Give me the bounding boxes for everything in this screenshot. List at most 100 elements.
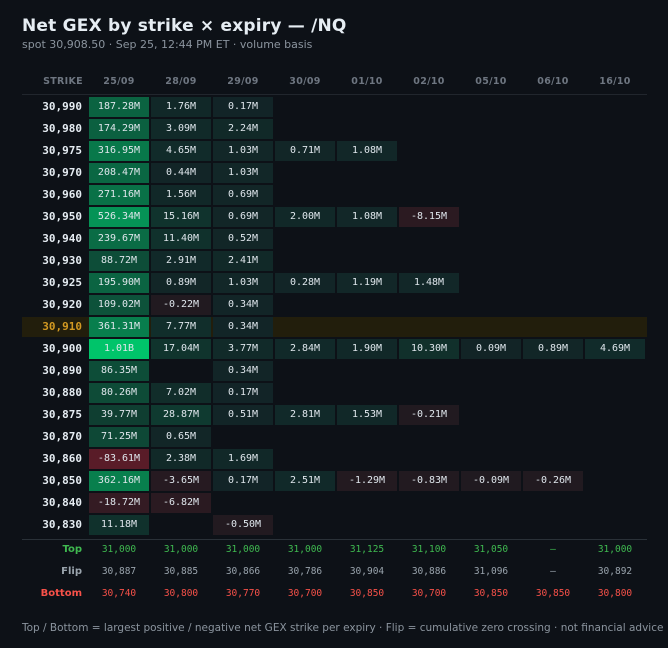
strike-label: 30,960 xyxy=(42,188,82,201)
heatmap-cell[interactable]: -6.82M xyxy=(151,493,211,513)
heatmap-cell[interactable]: 4.69M xyxy=(585,339,645,359)
heatmap-cell[interactable]: -0.83M xyxy=(399,471,459,491)
heatmap-cell[interactable]: 0.34M xyxy=(213,295,273,315)
heatmap-cell[interactable]: 0.89M xyxy=(523,339,583,359)
strike-label: 30,930 xyxy=(42,254,82,267)
heatmap-cell[interactable]: 0.17M xyxy=(213,383,273,403)
heatmap-cell[interactable]: 2.00M xyxy=(275,207,335,227)
heatmap-cell[interactable]: 15.16M xyxy=(151,207,211,227)
heatmap-cell[interactable]: 0.69M xyxy=(213,185,273,205)
heatmap-cell[interactable]: 0.09M xyxy=(461,339,521,359)
heatmap-cell[interactable]: 1.90M xyxy=(337,339,397,359)
heatmap-cell[interactable]: 362.16M xyxy=(89,471,149,491)
summary-value-bottom: 30,850 xyxy=(535,588,571,599)
heatmap-cell[interactable]: 1.48M xyxy=(399,273,459,293)
heatmap-cell[interactable]: 2.24M xyxy=(213,119,273,139)
heatmap-cell[interactable]: 4.65M xyxy=(151,141,211,161)
heatmap-cell[interactable]: 2.91M xyxy=(151,251,211,271)
strike-label: 30,975 xyxy=(42,144,82,157)
heatmap-cell[interactable]: 7.02M xyxy=(151,383,211,403)
summary-value-bottom: 30,700 xyxy=(411,588,447,599)
heatmap-cell[interactable]: 0.34M xyxy=(213,317,273,337)
heatmap-cell[interactable]: 2.41M xyxy=(213,251,273,271)
heatmap-cell[interactable]: 1.19M xyxy=(337,273,397,293)
heatmap-cell[interactable]: 1.53M xyxy=(337,405,397,425)
heatmap-cell[interactable]: 0.69M xyxy=(213,207,273,227)
heatmap-cell[interactable]: 0.44M xyxy=(151,163,211,183)
heatmap-cell[interactable]: -0.26M xyxy=(523,471,583,491)
heatmap-cell[interactable]: 1.01B xyxy=(89,339,149,359)
strike-label: 30,900 xyxy=(42,342,82,355)
heatmap-cell[interactable]: 1.56M xyxy=(151,185,211,205)
heatmap-cell[interactable]: 1.08M xyxy=(337,141,397,161)
heatmap-cell[interactable]: -18.72M xyxy=(89,493,149,513)
strike-label: 30,890 xyxy=(42,364,82,377)
heatmap-cell[interactable]: 0.34M xyxy=(213,361,273,381)
heatmap-cell[interactable]: 0.71M xyxy=(275,141,335,161)
heatmap-cell[interactable]: -0.21M xyxy=(399,405,459,425)
heatmap-cell[interactable]: 11.40M xyxy=(151,229,211,249)
summary-value-bottom: 30,850 xyxy=(349,588,385,599)
heatmap-cell[interactable]: 239.67M xyxy=(89,229,149,249)
heatmap-cell[interactable]: 1.03M xyxy=(213,163,273,183)
heatmap-cell[interactable]: 2.51M xyxy=(275,471,335,491)
heatmap-cell[interactable]: -0.09M xyxy=(461,471,521,491)
heatmap-cell[interactable]: 2.81M xyxy=(275,405,335,425)
heatmap-cell[interactable]: -83.61M xyxy=(89,449,149,469)
heatmap-cell[interactable]: 361.31M xyxy=(89,317,149,337)
heatmap-cell[interactable]: 195.90M xyxy=(89,273,149,293)
heatmap-cell[interactable]: 11.18M xyxy=(89,515,149,535)
heatmap-cell[interactable]: 7.77M xyxy=(151,317,211,337)
heatmap-cell[interactable]: 3.09M xyxy=(151,119,211,139)
heatmap-cell[interactable]: 316.95M xyxy=(89,141,149,161)
heatmap-cell[interactable]: 109.02M xyxy=(89,295,149,315)
heatmap-cell[interactable]: 17.04M xyxy=(151,339,211,359)
heatmap-cell[interactable]: 1.69M xyxy=(213,449,273,469)
summary-value-top: 31,000 xyxy=(225,544,261,555)
heatmap-cell[interactable]: -0.22M xyxy=(151,295,211,315)
strike-label: 30,910 xyxy=(42,320,82,333)
expiry-header-29-09: 29/09 xyxy=(227,76,259,87)
heatmap-cell[interactable]: 0.52M xyxy=(213,229,273,249)
heatmap-cell[interactable]: -8.15M xyxy=(399,207,459,227)
heatmap-cell[interactable]: 28.87M xyxy=(151,405,211,425)
heatmap-cell[interactable]: 2.84M xyxy=(275,339,335,359)
heatmap-cell[interactable]: -1.29M xyxy=(337,471,397,491)
heatmap-cell[interactable]: 1.08M xyxy=(337,207,397,227)
expiry-header-25-09: 25/09 xyxy=(103,76,135,87)
heatmap-cell[interactable]: 526.34M xyxy=(89,207,149,227)
heatmap-cell[interactable]: 0.28M xyxy=(275,273,335,293)
heatmap-cell[interactable]: 0.51M xyxy=(213,405,273,425)
strike-label: 30,870 xyxy=(42,430,82,443)
heatmap-cell[interactable]: 3.77M xyxy=(213,339,273,359)
heatmap-cell[interactable]: 0.17M xyxy=(213,97,273,117)
heatmap-cell[interactable]: 10.30M xyxy=(399,339,459,359)
heatmap-cell[interactable]: 187.28M xyxy=(89,97,149,117)
heatmap-cell[interactable]: 1.76M xyxy=(151,97,211,117)
summary-value-bottom: 30,770 xyxy=(225,588,261,599)
summary-value-bottom: 30,800 xyxy=(163,588,199,599)
summary-value-bottom: 30,800 xyxy=(597,588,633,599)
heatmap-cell[interactable]: 2.38M xyxy=(151,449,211,469)
heatmap-cell[interactable]: 88.72M xyxy=(89,251,149,271)
strike-label: 30,850 xyxy=(42,474,82,487)
summary-value-flip: 31,096 xyxy=(473,566,509,577)
heatmap-cell[interactable]: 39.77M xyxy=(89,405,149,425)
heatmap-cell[interactable]: 0.17M xyxy=(213,471,273,491)
heatmap-cell[interactable]: 71.25M xyxy=(89,427,149,447)
heatmap-cell[interactable]: 1.03M xyxy=(213,141,273,161)
summary-label-flip: Flip xyxy=(61,566,82,577)
heatmap-cell[interactable]: 1.03M xyxy=(213,273,273,293)
strike-label: 30,920 xyxy=(42,298,82,311)
heatmap-cell[interactable]: 208.47M xyxy=(89,163,149,183)
heatmap-cell[interactable]: 0.65M xyxy=(151,427,211,447)
heatmap-cell[interactable]: 0.89M xyxy=(151,273,211,293)
summary-divider xyxy=(22,539,647,540)
heatmap-cell[interactable]: 174.29M xyxy=(89,119,149,139)
heatmap-cell[interactable]: -3.65M xyxy=(151,471,211,491)
summary-value-flip: 30,904 xyxy=(349,566,385,577)
heatmap-cell[interactable]: 271.16M xyxy=(89,185,149,205)
heatmap-cell[interactable]: 80.26M xyxy=(89,383,149,403)
heatmap-cell[interactable]: 86.35M xyxy=(89,361,149,381)
heatmap-cell[interactable]: -0.50M xyxy=(213,515,273,535)
